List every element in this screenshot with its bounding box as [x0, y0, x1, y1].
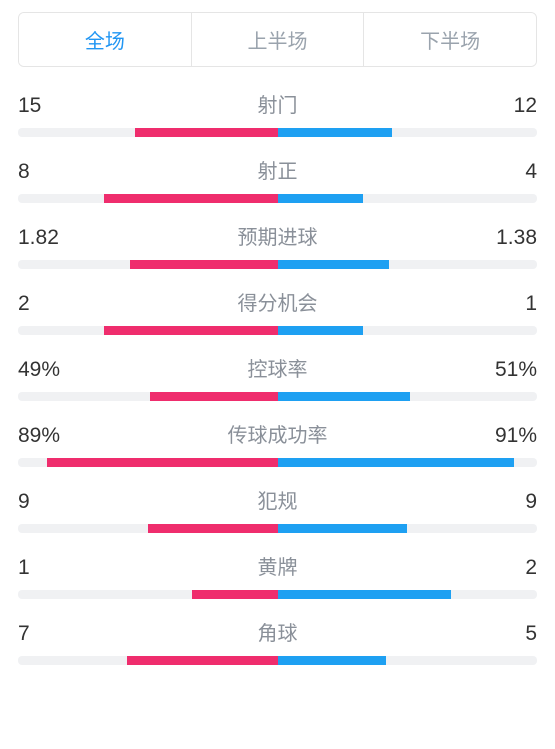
- stat-bar-right-track: [278, 392, 538, 401]
- stat-bar: [18, 194, 537, 203]
- stat-bar-right-track: [278, 590, 538, 599]
- stat-bar-left-fill: [150, 392, 277, 401]
- stat-bar: [18, 128, 537, 137]
- stat-bar-right-track: [278, 524, 538, 533]
- stat-bar-right-fill: [278, 128, 392, 137]
- stat-bar: [18, 656, 537, 665]
- stat-bar-right-fill: [278, 590, 452, 599]
- stat-row: 1.82 预期进球 1.38: [18, 221, 537, 269]
- stat-left-value: 8: [18, 160, 68, 184]
- stat-bar-left-track: [18, 458, 278, 467]
- stat-bar-right-track: [278, 326, 538, 335]
- stat-bar-left-track: [18, 128, 278, 137]
- stat-bar-right-track: [278, 260, 538, 269]
- stat-row: 89% 传球成功率 91%: [18, 419, 537, 467]
- stat-bar-right-fill: [278, 656, 387, 665]
- stat-row: 7 角球 5: [18, 617, 537, 665]
- stat-row: 2 得分机会 1: [18, 287, 537, 335]
- stat-left-value: 89%: [18, 424, 68, 448]
- stat-bar-right-track: [278, 128, 538, 137]
- stat-bar-left-track: [18, 392, 278, 401]
- stat-label: 传球成功率: [228, 419, 328, 448]
- stat-bar-right-fill: [278, 392, 410, 401]
- stat-left-value: 1: [18, 556, 68, 580]
- stat-label: 射门: [258, 89, 298, 118]
- stat-row: 49% 控球率 51%: [18, 353, 537, 401]
- stat-bar-right-track: [278, 458, 538, 467]
- stat-header: 9 犯规 9: [18, 485, 537, 514]
- stat-bar-right-track: [278, 194, 538, 203]
- stat-header: 49% 控球率 51%: [18, 353, 537, 382]
- stat-right-value: 4: [487, 160, 537, 184]
- stat-bar-left-track: [18, 590, 278, 599]
- stat-left-value: 7: [18, 622, 68, 646]
- stat-left-value: 15: [18, 94, 68, 118]
- stat-bar: [18, 392, 537, 401]
- stat-bar: [18, 524, 537, 533]
- stat-header: 1 黄牌 2: [18, 551, 537, 580]
- stat-right-value: 12: [487, 94, 537, 118]
- stat-label: 黄牌: [258, 551, 298, 580]
- stat-bar-left-track: [18, 656, 278, 665]
- stat-label: 射正: [258, 155, 298, 184]
- stat-label: 控球率: [248, 353, 308, 382]
- stat-left-value: 9: [18, 490, 68, 514]
- stat-bar-right-track: [278, 656, 538, 665]
- stat-right-value: 2: [487, 556, 537, 580]
- stat-bar: [18, 260, 537, 269]
- stat-right-value: 1: [487, 292, 537, 316]
- stat-bar-left-fill: [104, 194, 278, 203]
- stats-panel: 全场 上半场 下半场 15射门128射正41.82预期进球1.382得分机会14…: [0, 0, 555, 695]
- stat-row: 1 黄牌 2: [18, 551, 537, 599]
- stat-right-value: 5: [487, 622, 537, 646]
- stat-bar-right-fill: [278, 194, 364, 203]
- stat-right-value: 1.38: [487, 226, 537, 250]
- stat-bar-right-fill: [278, 260, 390, 269]
- tab-second-half[interactable]: 下半场: [364, 13, 536, 66]
- stat-label: 角球: [258, 617, 298, 646]
- stat-bar-left-fill: [47, 458, 278, 467]
- stat-left-value: 49%: [18, 358, 68, 382]
- stat-header: 89% 传球成功率 91%: [18, 419, 537, 448]
- stat-bar-left-track: [18, 524, 278, 533]
- stat-left-value: 1.82: [18, 226, 68, 250]
- stat-bar: [18, 326, 537, 335]
- stat-bar-left-fill: [135, 128, 278, 137]
- stat-row: 9 犯规 9: [18, 485, 537, 533]
- stat-bar-right-fill: [278, 524, 408, 533]
- stat-bar-right-fill: [278, 458, 514, 467]
- stat-label: 预期进球: [238, 221, 318, 250]
- tab-first-half[interactable]: 上半场: [192, 13, 365, 66]
- stat-bar-left-track: [18, 326, 278, 335]
- stat-label: 得分机会: [238, 287, 318, 316]
- stat-bar-left-fill: [130, 260, 278, 269]
- stat-bar: [18, 458, 537, 467]
- stat-header: 8 射正 4: [18, 155, 537, 184]
- stat-bar-left-track: [18, 194, 278, 203]
- stat-header: 15 射门 12: [18, 89, 537, 118]
- period-tabs: 全场 上半场 下半场: [18, 12, 537, 67]
- stat-bar: [18, 590, 537, 599]
- stat-bar-left-fill: [148, 524, 278, 533]
- stat-bar-left-fill: [104, 326, 278, 335]
- tab-full-match[interactable]: 全场: [19, 13, 192, 66]
- stat-header: 2 得分机会 1: [18, 287, 537, 316]
- stat-right-value: 91%: [487, 424, 537, 448]
- stat-right-value: 51%: [487, 358, 537, 382]
- stat-bar-left-fill: [127, 656, 278, 665]
- stat-label: 犯规: [258, 485, 298, 514]
- stat-left-value: 2: [18, 292, 68, 316]
- stat-row: 8 射正 4: [18, 155, 537, 203]
- stat-header: 7 角球 5: [18, 617, 537, 646]
- stat-bar-left-track: [18, 260, 278, 269]
- stat-bar-right-fill: [278, 326, 364, 335]
- stats-list: 15射门128射正41.82预期进球1.382得分机会149%控球率51%89%…: [18, 89, 537, 665]
- stat-right-value: 9: [487, 490, 537, 514]
- stat-bar-left-fill: [192, 590, 278, 599]
- stat-row: 15 射门 12: [18, 89, 537, 137]
- stat-header: 1.82 预期进球 1.38: [18, 221, 537, 250]
